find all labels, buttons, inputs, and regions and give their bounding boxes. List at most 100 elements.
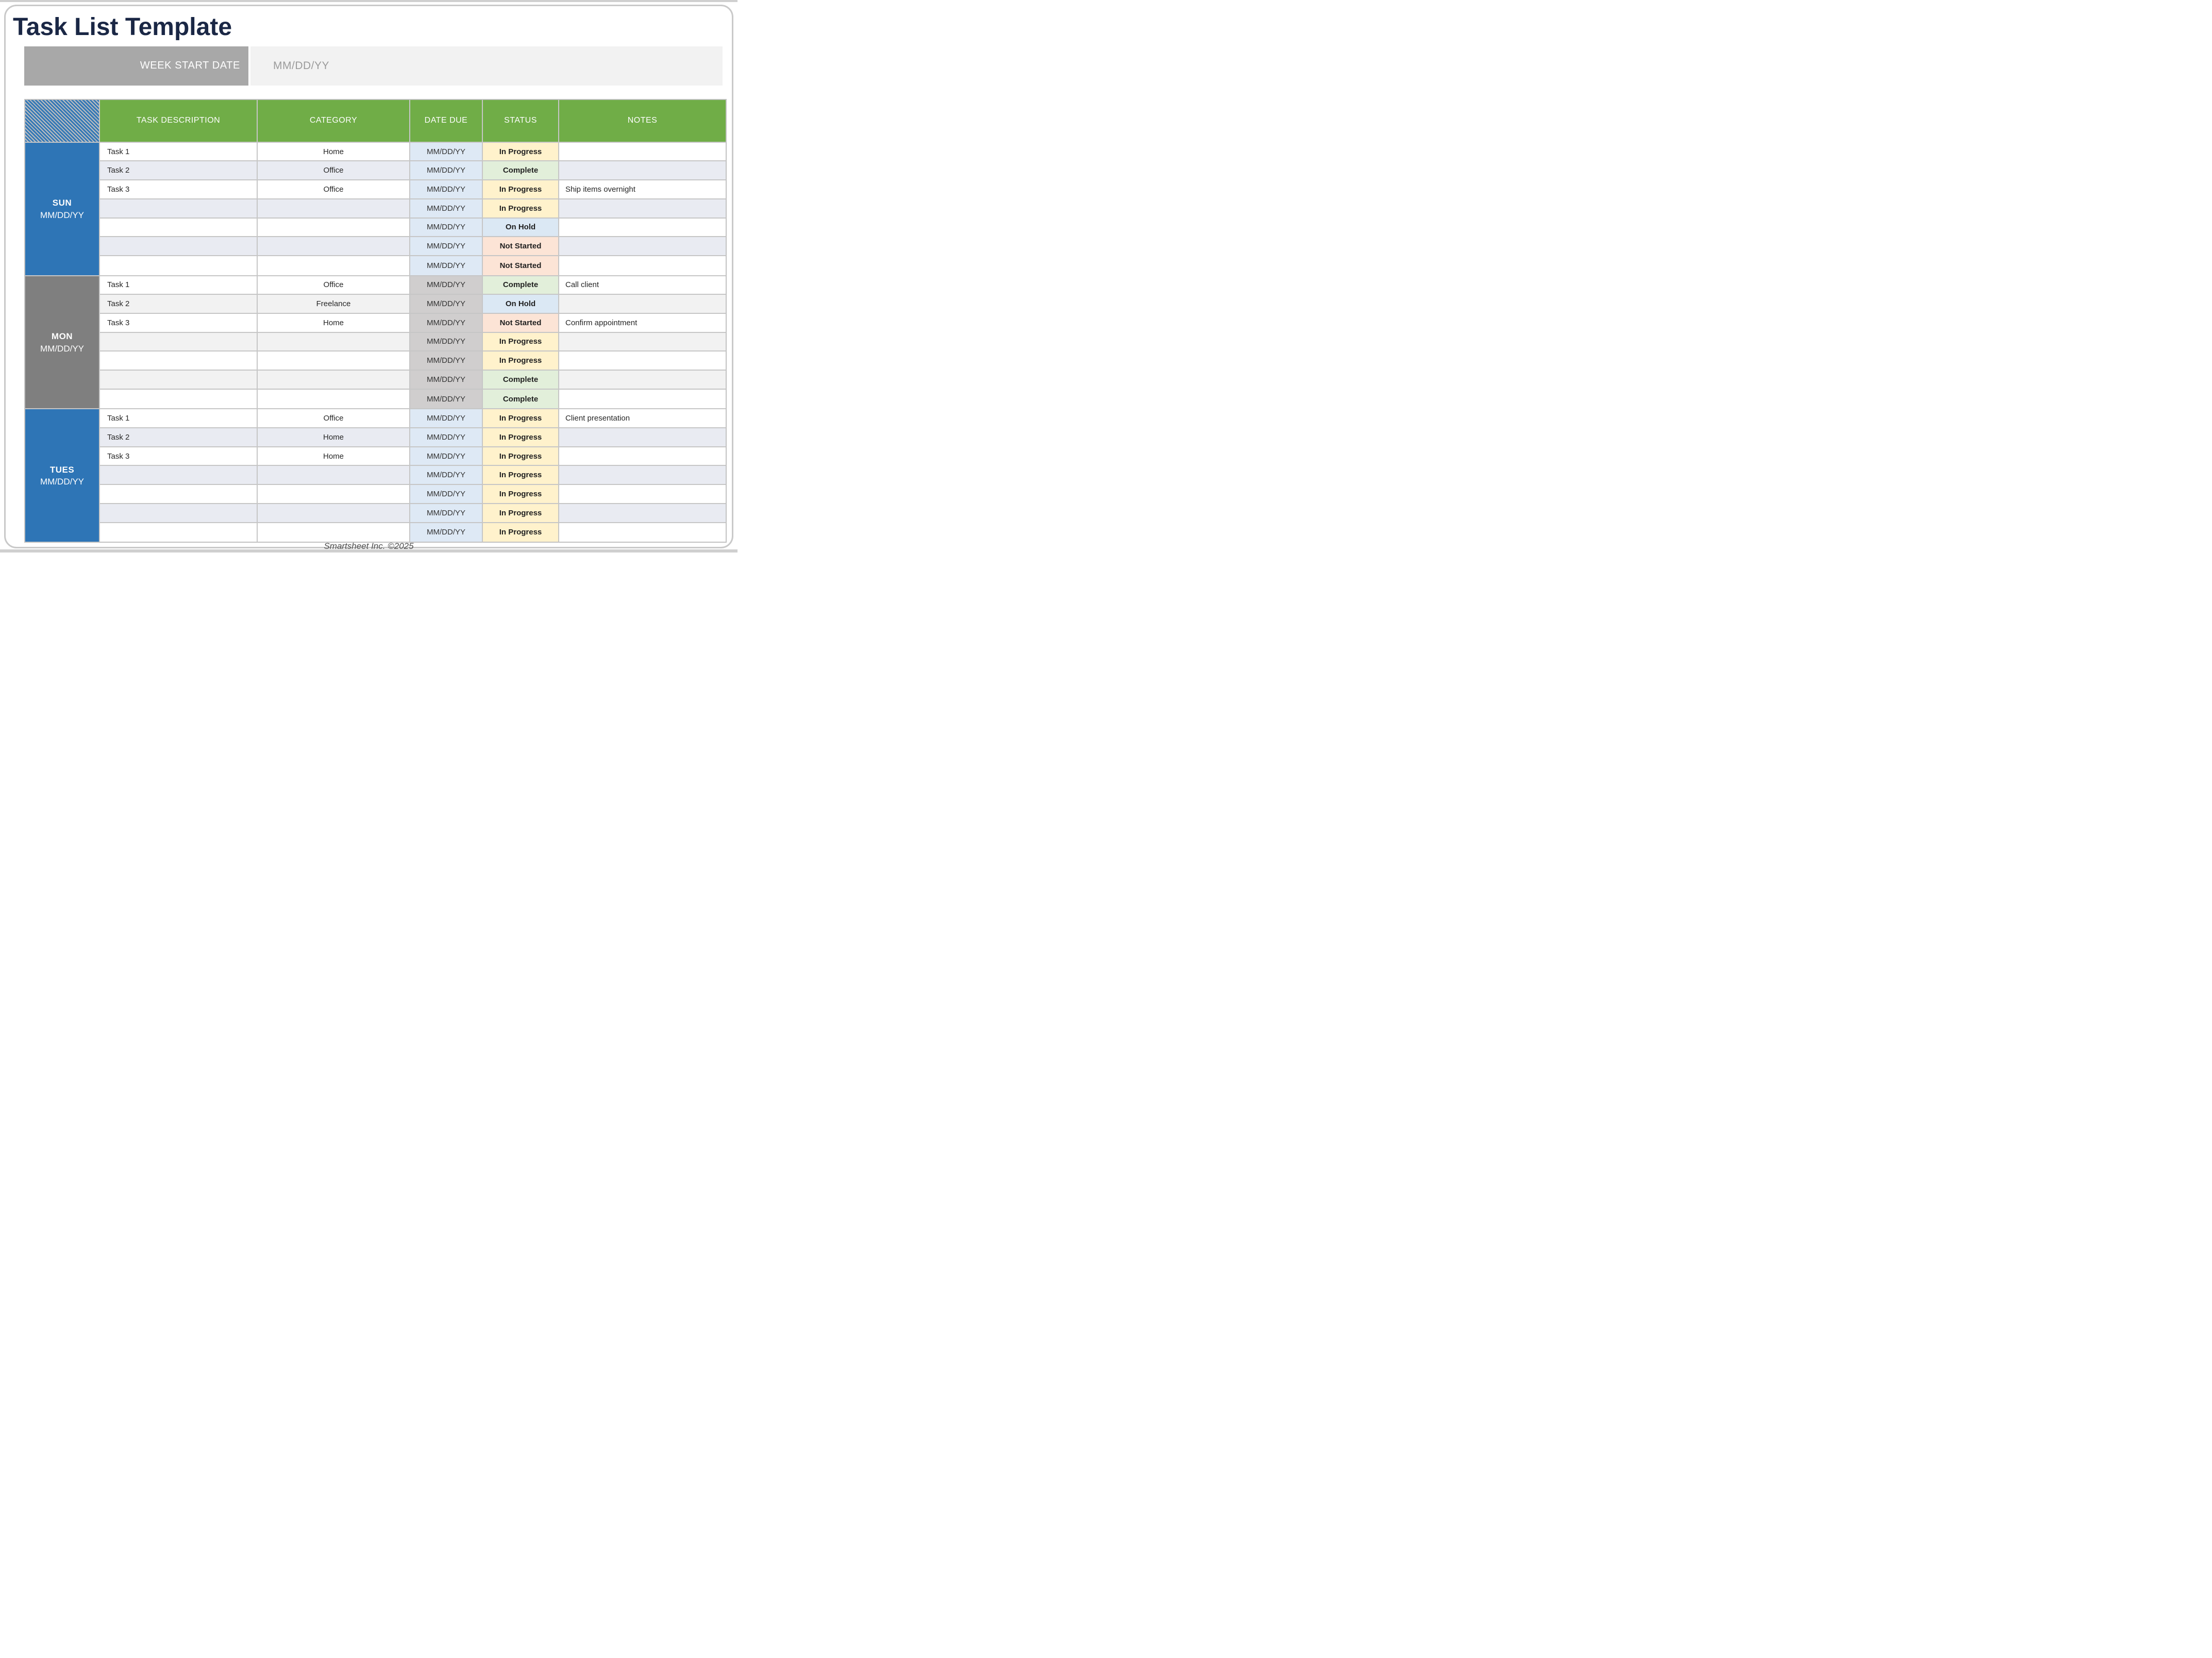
status-cell[interactable]: In Progress	[483, 504, 559, 522]
date-due-cell[interactable]: MM/DD/YY	[410, 180, 483, 198]
date-due-cell[interactable]: MM/DD/YY	[410, 161, 483, 180]
status-cell[interactable]: Complete	[483, 389, 559, 409]
notes-cell[interactable]	[559, 332, 726, 351]
date-due-cell[interactable]: MM/DD/YY	[410, 389, 483, 409]
task-description-cell[interactable]: Task 2	[100, 428, 258, 446]
date-due-cell[interactable]: MM/DD/YY	[410, 485, 483, 503]
date-due-cell[interactable]: MM/DD/YY	[410, 523, 483, 542]
date-due-cell[interactable]: MM/DD/YY	[410, 428, 483, 446]
notes-cell[interactable]	[559, 256, 726, 275]
date-due-cell[interactable]: MM/DD/YY	[410, 276, 483, 294]
notes-cell[interactable]	[559, 504, 726, 522]
date-due-cell[interactable]: MM/DD/YY	[410, 447, 483, 465]
category-cell[interactable]: Office	[258, 161, 410, 180]
task-description-cell[interactable]	[100, 237, 258, 255]
status-cell[interactable]: Complete	[483, 371, 559, 389]
category-cell[interactable]	[258, 466, 410, 484]
category-cell[interactable]: Freelance	[258, 295, 410, 313]
category-cell[interactable]	[258, 371, 410, 389]
notes-cell[interactable]	[559, 371, 726, 389]
date-due-cell[interactable]: MM/DD/YY	[410, 295, 483, 313]
date-due-cell[interactable]: MM/DD/YY	[410, 218, 483, 237]
task-description-cell[interactable]: Task 3	[100, 313, 258, 332]
status-cell[interactable]: In Progress	[483, 466, 559, 484]
task-description-cell[interactable]: Task 2	[100, 161, 258, 180]
category-cell[interactable]	[258, 199, 410, 217]
status-cell[interactable]: In Progress	[483, 142, 559, 161]
category-cell[interactable]	[258, 332, 410, 351]
date-due-cell[interactable]: MM/DD/YY	[410, 313, 483, 332]
status-cell[interactable]: Not Started	[483, 313, 559, 332]
date-due-cell[interactable]: MM/DD/YY	[410, 256, 483, 275]
notes-cell[interactable]	[559, 485, 726, 503]
task-description-cell[interactable]	[100, 371, 258, 389]
category-cell[interactable]	[258, 389, 410, 409]
task-description-cell[interactable]	[100, 504, 258, 522]
notes-cell[interactable]	[559, 351, 726, 370]
task-description-cell[interactable]	[100, 218, 258, 237]
date-due-cell[interactable]: MM/DD/YY	[410, 409, 483, 428]
status-cell[interactable]: Complete	[483, 161, 559, 180]
status-cell[interactable]: In Progress	[483, 332, 559, 351]
status-cell[interactable]: Complete	[483, 276, 559, 294]
status-cell[interactable]: On Hold	[483, 218, 559, 237]
notes-cell[interactable]: Call client	[565, 280, 599, 290]
day-cell-sun[interactable]: SUN MM/DD/YY	[25, 142, 100, 275]
week-start-date-input[interactable]: MM/DD/YY	[248, 46, 723, 86]
task-description-cell[interactable]	[100, 389, 258, 409]
status-cell[interactable]: On Hold	[483, 295, 559, 313]
notes-cell[interactable]: Confirm appointment	[565, 318, 638, 327]
status-cell[interactable]: In Progress	[483, 485, 559, 503]
category-cell[interactable]	[258, 523, 410, 542]
notes-cell[interactable]	[559, 466, 726, 484]
status-cell[interactable]: In Progress	[483, 523, 559, 542]
status-cell[interactable]: In Progress	[483, 409, 559, 428]
date-due-cell[interactable]: MM/DD/YY	[410, 371, 483, 389]
category-cell[interactable]: Office	[258, 276, 410, 294]
status-cell[interactable]: In Progress	[483, 447, 559, 465]
date-due-cell[interactable]: MM/DD/YY	[410, 466, 483, 484]
category-cell[interactable]	[258, 351, 410, 370]
task-description-cell[interactable]: Task 1	[100, 409, 258, 428]
task-description-cell[interactable]: Task 3	[100, 447, 258, 465]
notes-cell[interactable]	[559, 199, 726, 217]
notes-cell[interactable]	[559, 523, 726, 542]
date-due-cell[interactable]: MM/DD/YY	[410, 199, 483, 217]
task-description-cell[interactable]	[100, 199, 258, 217]
notes-cell[interactable]	[559, 295, 726, 313]
date-due-cell[interactable]: MM/DD/YY	[410, 237, 483, 255]
day-cell-mon[interactable]: MON MM/DD/YY	[25, 276, 100, 409]
category-cell[interactable]	[258, 504, 410, 522]
task-description-cell[interactable]	[100, 256, 258, 275]
task-description-cell[interactable]	[100, 485, 258, 503]
task-description-cell[interactable]	[100, 523, 258, 542]
task-description-cell[interactable]: Task 1	[100, 142, 258, 161]
task-description-cell[interactable]: Task 2	[100, 295, 258, 313]
category-cell[interactable]: Home	[258, 313, 410, 332]
category-cell[interactable]	[258, 485, 410, 503]
notes-cell[interactable]	[559, 428, 726, 446]
date-due-cell[interactable]: MM/DD/YY	[410, 504, 483, 522]
category-cell[interactable]: Home	[258, 447, 410, 465]
category-cell[interactable]: Office	[258, 180, 410, 198]
notes-cell[interactable]: Ship items overnight	[565, 185, 635, 194]
notes-cell[interactable]: Client presentation	[565, 414, 630, 423]
status-cell[interactable]: In Progress	[483, 351, 559, 370]
task-description-cell[interactable]: Task 3	[100, 180, 258, 198]
task-description-cell[interactable]	[100, 466, 258, 484]
status-cell[interactable]: Not Started	[483, 256, 559, 275]
notes-cell[interactable]	[559, 237, 726, 255]
status-cell[interactable]: In Progress	[483, 180, 559, 198]
status-cell[interactable]: Not Started	[483, 237, 559, 255]
date-due-cell[interactable]: MM/DD/YY	[410, 142, 483, 161]
notes-cell[interactable]	[559, 143, 726, 161]
category-cell[interactable]	[258, 237, 410, 255]
notes-cell[interactable]	[559, 390, 726, 409]
notes-cell[interactable]	[559, 219, 726, 237]
category-cell[interactable]: Home	[258, 428, 410, 446]
category-cell[interactable]	[258, 218, 410, 237]
status-cell[interactable]: In Progress	[483, 428, 559, 446]
task-description-cell[interactable]	[100, 351, 258, 370]
category-cell[interactable]: Office	[258, 409, 410, 428]
category-cell[interactable]: Home	[258, 142, 410, 161]
